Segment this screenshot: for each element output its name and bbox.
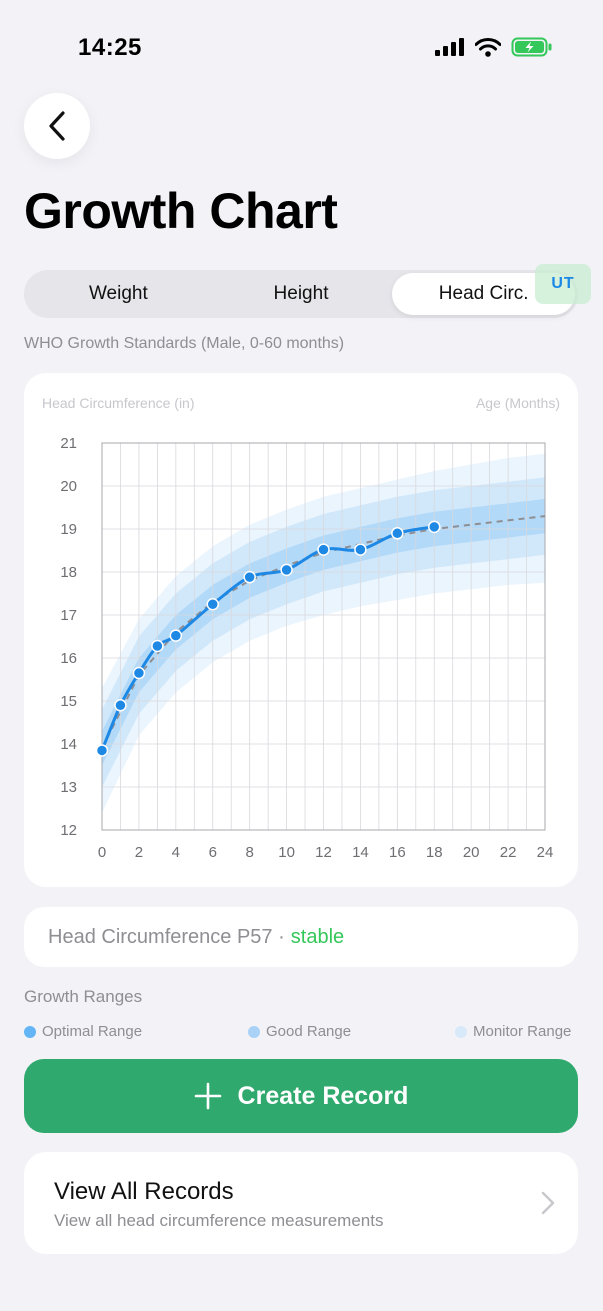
tab-weight[interactable]: Weight — [88, 283, 148, 304]
status-icons — [435, 37, 553, 57]
measurement-point[interactable] — [391, 527, 404, 540]
legend-monitor: Monitor Range — [455, 1023, 571, 1040]
y-tick-label: 12 — [60, 822, 77, 839]
measurement-point[interactable] — [169, 629, 183, 642]
signal-icon — [435, 38, 464, 56]
x-tick-label: 10 — [278, 844, 295, 861]
y-tick-label: 21 — [60, 435, 77, 452]
status-bar: 14:25 — [0, 0, 603, 96]
growth-chart: Head Circumference (in) Age (Months) 212… — [42, 395, 560, 861]
x-tick-label: 4 — [172, 844, 180, 861]
measurement-point[interactable] — [95, 744, 109, 757]
x-tick-label: 16 — [389, 844, 406, 861]
plus-icon — [194, 1082, 221, 1110]
plot-border — [101, 442, 546, 831]
chevron-right-icon — [541, 1191, 555, 1215]
measurement-point[interactable] — [243, 570, 256, 584]
x-tick-label: 8 — [245, 844, 253, 861]
chart-card: Head Circumference (in) Age (Months) 21 2… — [24, 373, 578, 887]
measurement-point[interactable] — [206, 598, 219, 611]
x-tick-label: 6 — [209, 844, 217, 861]
legend-optimal-label: Optimal Range — [42, 1023, 143, 1040]
y-tick-label: 17 — [60, 607, 77, 624]
create-record-button[interactable]: Create Record — [24, 1059, 578, 1133]
y-tick-label: 13 — [60, 779, 77, 796]
measurement-point[interactable] — [280, 563, 293, 577]
metric-tabs: Weight Height Head Circ. — [24, 270, 578, 318]
records-title: View All Records — [54, 1178, 234, 1205]
legend-optimal-dot — [24, 1025, 36, 1038]
y-axis-caption: Head Circumference (in) — [42, 395, 195, 411]
status-time: 14:25 — [78, 34, 142, 61]
tab-height[interactable]: Height — [273, 283, 329, 304]
wifi-icon — [475, 37, 501, 57]
trend-status: stable — [290, 925, 345, 948]
x-tick-label: 18 — [426, 844, 443, 861]
measurement-point[interactable] — [428, 520, 441, 534]
y-tick-label: 20 — [60, 478, 77, 495]
back-button[interactable] — [24, 93, 90, 159]
y-tick-label: 14 — [60, 736, 77, 753]
unit-toggle-badge[interactable]: UT — [535, 264, 591, 304]
y-tick-label: 18 — [60, 564, 77, 581]
x-tick-label: 24 — [537, 844, 554, 861]
view-all-records-card[interactable]: View All Records View all head circumfer… — [24, 1152, 578, 1254]
measurement-point[interactable] — [114, 699, 127, 712]
legend-good-dot — [248, 1025, 260, 1038]
x-tick-label: 0 — [98, 844, 106, 861]
legend-good: Good Range — [248, 1023, 351, 1040]
percentile-status-card: Head Circumference P57 · stable — [24, 907, 578, 967]
x-tick-label: 20 — [463, 844, 480, 861]
records-subtitle: View all head circumference measurements — [54, 1211, 384, 1230]
x-tick-label: 12 — [315, 844, 332, 861]
y-tick-label: 16 — [60, 650, 77, 667]
x-axis-caption: Age (Months) — [476, 395, 560, 411]
x-tick-label: 14 — [352, 844, 369, 861]
x-tick-label: 22 — [500, 844, 517, 861]
page-title: Growth Chart — [24, 183, 338, 239]
legend-optimal: Optimal Range — [24, 1023, 142, 1040]
legend-good-label: Good Range — [266, 1023, 352, 1040]
back-chevron-icon — [49, 111, 65, 141]
legend-monitor-dot — [455, 1025, 467, 1038]
measurement-point[interactable] — [317, 543, 330, 556]
chart-subtitle: WHO Growth Standards (Male, 0-60 months) — [24, 335, 345, 352]
y-tick-label: 19 — [60, 521, 77, 538]
y-tick-label: 15 — [60, 693, 77, 710]
growth-ranges-title: Growth Ranges — [24, 987, 143, 1006]
x-tick-label: 2 — [135, 844, 143, 861]
measurement-point[interactable] — [354, 543, 367, 556]
legend-monitor-label: Monitor Range — [473, 1023, 572, 1040]
create-record-label: Create Record — [237, 1081, 409, 1110]
battery-icon — [511, 37, 552, 57]
measurement-point[interactable] — [132, 666, 146, 680]
percentile-label: Head Circumference P57 · — [48, 925, 285, 948]
measurement-point[interactable] — [151, 639, 164, 653]
